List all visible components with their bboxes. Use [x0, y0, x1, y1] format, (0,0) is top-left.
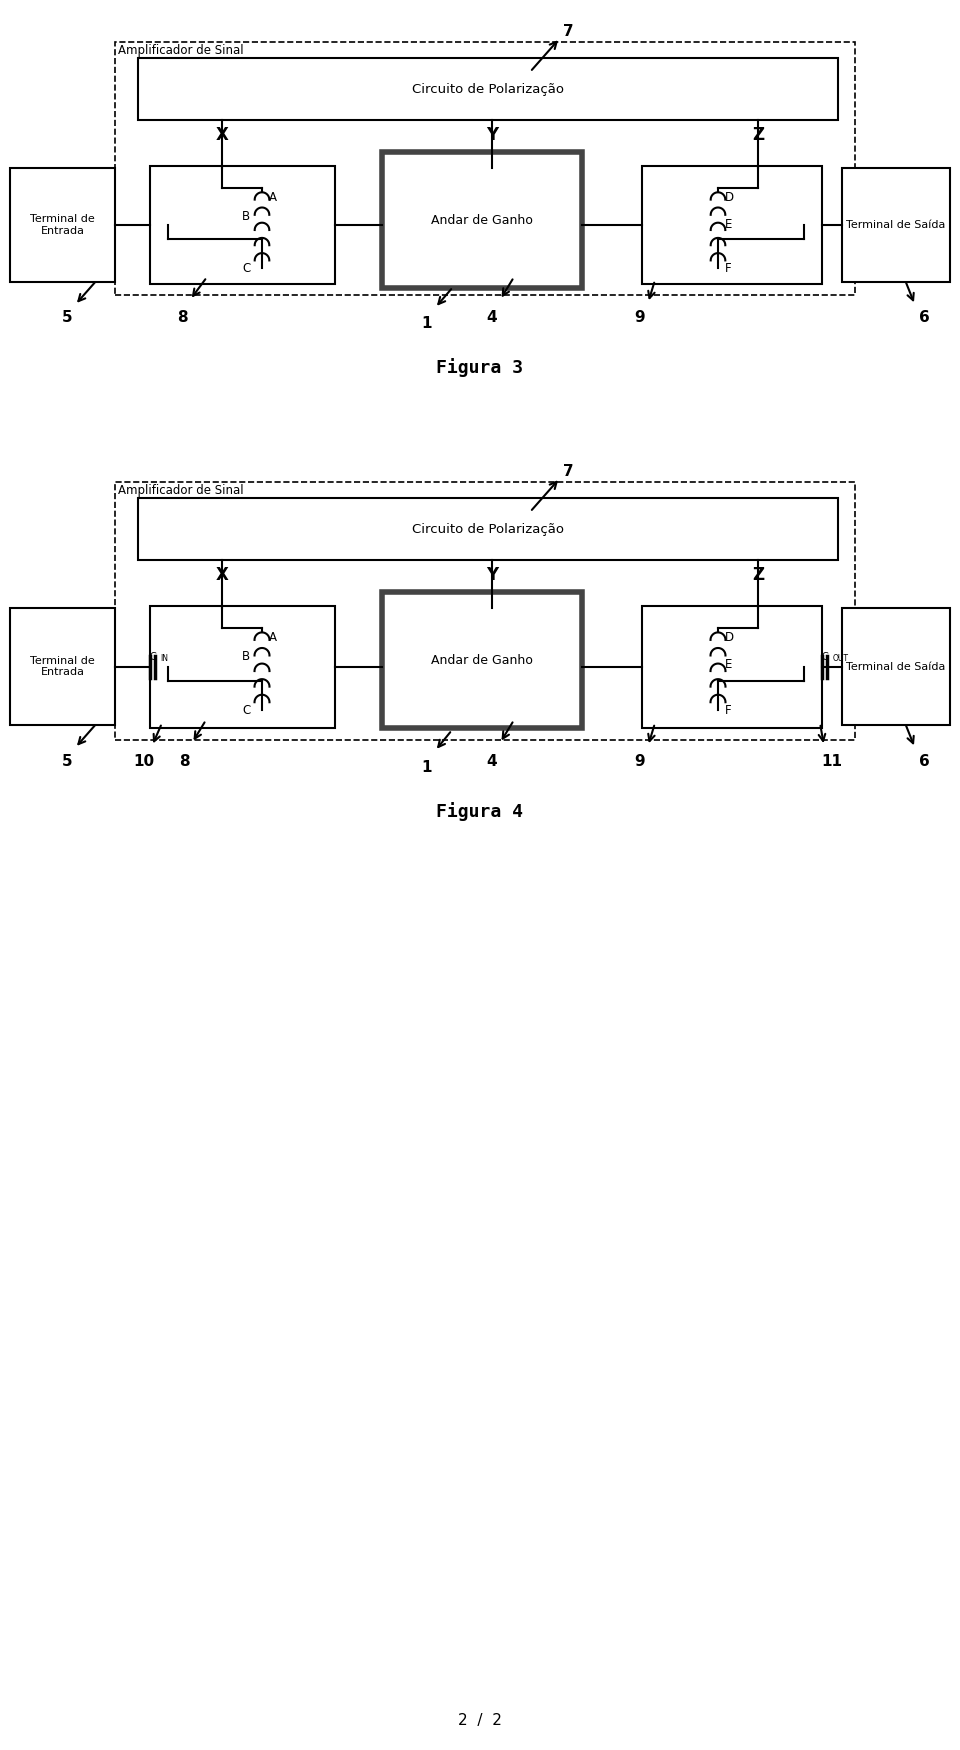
Text: Andar de Ganho: Andar de Ganho	[431, 653, 533, 667]
Text: Terminal de
Entrada: Terminal de Entrada	[30, 214, 95, 236]
Text: A: A	[269, 191, 277, 205]
Text: 4: 4	[487, 754, 497, 770]
Text: C: C	[242, 704, 251, 717]
Text: 5: 5	[61, 754, 72, 770]
Text: Terminal de Saída: Terminal de Saída	[847, 662, 946, 672]
Text: Andar de Ganho: Andar de Ganho	[431, 214, 533, 226]
Bar	[642, 166, 822, 284]
Text: Y: Y	[486, 565, 498, 584]
Text: F: F	[725, 704, 732, 717]
Text: X: X	[216, 126, 228, 144]
Text: D: D	[725, 632, 734, 644]
Text: Figura 4: Figura 4	[437, 803, 523, 821]
Text: 8: 8	[177, 310, 187, 326]
Text: OUT: OUT	[832, 654, 849, 663]
Bar	[382, 152, 582, 289]
Text: Y: Y	[486, 126, 498, 144]
Text: 1: 1	[421, 315, 432, 331]
Text: Amplificador de Sinal: Amplificador de Sinal	[118, 44, 244, 58]
Text: C: C	[821, 653, 828, 662]
Text: E: E	[725, 658, 732, 670]
Text: A: A	[269, 632, 277, 644]
Text: 7: 7	[563, 464, 573, 480]
Text: B: B	[242, 210, 251, 222]
Text: D: D	[725, 191, 734, 205]
Text: 9: 9	[635, 310, 645, 326]
Text: Z: Z	[752, 565, 764, 584]
Text: Amplificador de Sinal: Amplificador de Sinal	[118, 485, 244, 497]
Bar	[382, 592, 582, 728]
Text: C: C	[242, 262, 251, 275]
Bar	[115, 481, 855, 740]
Bar	[10, 607, 115, 724]
Text: 11: 11	[822, 754, 843, 770]
Bar	[115, 42, 855, 296]
Text: 7: 7	[563, 24, 573, 40]
Text: F: F	[725, 262, 732, 275]
Text: Terminal de
Entrada: Terminal de Entrada	[30, 656, 95, 677]
Bar	[842, 607, 950, 724]
Text: B: B	[242, 649, 251, 663]
Text: Figura 3: Figura 3	[437, 359, 523, 378]
Text: 9: 9	[635, 754, 645, 770]
Text: IN: IN	[160, 654, 169, 663]
Text: Z: Z	[752, 126, 764, 144]
Text: 6: 6	[919, 754, 929, 770]
Text: 5: 5	[61, 310, 72, 326]
Bar	[138, 58, 838, 121]
Bar	[150, 166, 335, 284]
Text: 1: 1	[421, 760, 432, 775]
Bar	[842, 168, 950, 282]
Text: 8: 8	[179, 754, 189, 770]
Text: Terminal de Saída: Terminal de Saída	[847, 220, 946, 229]
Bar	[138, 499, 838, 560]
Text: 10: 10	[133, 754, 155, 770]
Text: 2  /  2: 2 / 2	[458, 1713, 502, 1727]
Text: E: E	[725, 219, 732, 231]
Text: Circuito de Polarização: Circuito de Polarização	[412, 82, 564, 96]
Bar	[10, 168, 115, 282]
Text: X: X	[216, 565, 228, 584]
Text: 6: 6	[919, 310, 929, 326]
Text: C: C	[149, 653, 156, 662]
Bar	[150, 606, 335, 728]
Text: Circuito de Polarização: Circuito de Polarização	[412, 523, 564, 536]
Text: 4: 4	[487, 310, 497, 326]
Bar	[642, 606, 822, 728]
